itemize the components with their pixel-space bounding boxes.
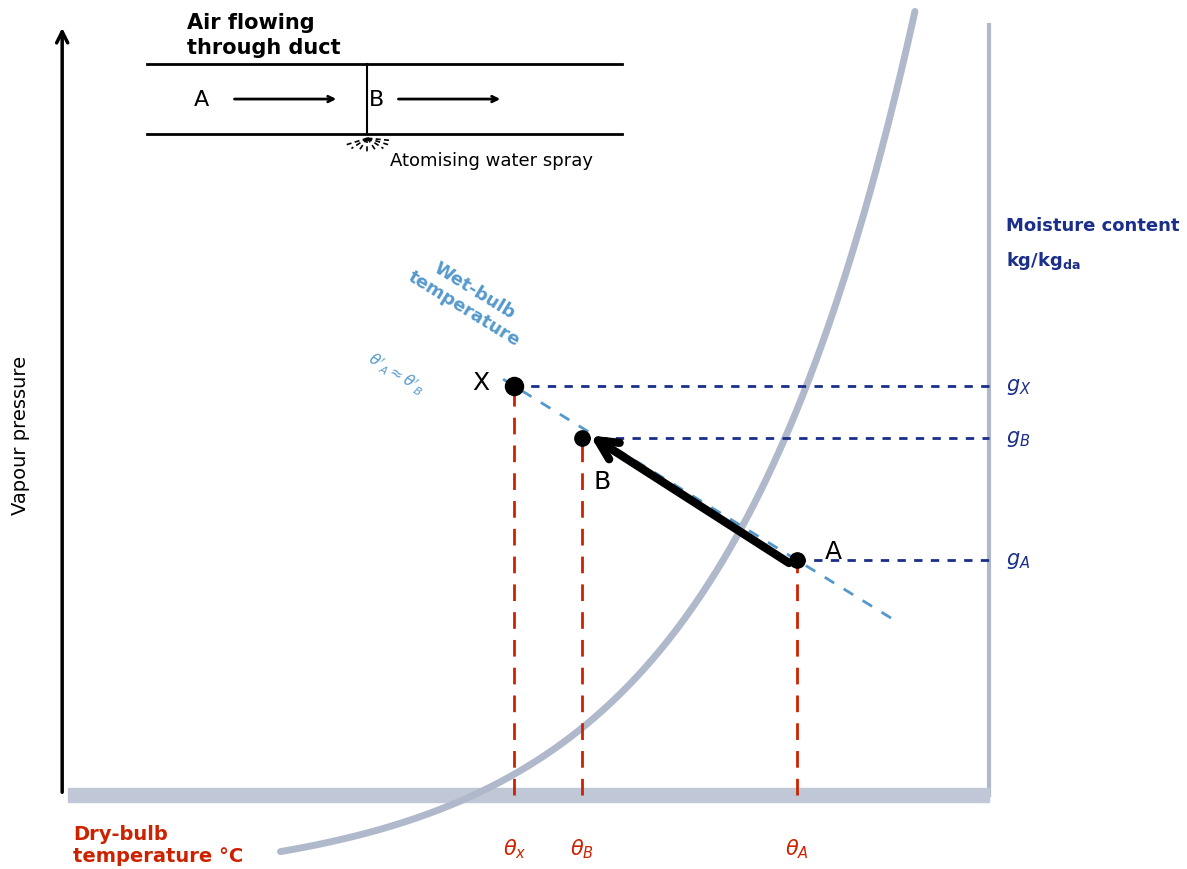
Text: A: A xyxy=(193,90,209,109)
Text: X: X xyxy=(472,370,489,395)
Text: $g_A$: $g_A$ xyxy=(1007,551,1030,570)
Text: A: A xyxy=(825,540,843,564)
Text: $g_B$: $g_B$ xyxy=(1007,429,1030,448)
Text: $\theta'_A \approx \theta'_B$: $\theta'_A \approx \theta'_B$ xyxy=(363,349,427,398)
Text: Air flowing
through duct: Air flowing through duct xyxy=(186,13,341,57)
Text: B: B xyxy=(594,469,611,494)
Text: Moisture content: Moisture content xyxy=(1007,217,1180,235)
Text: Wet-bulb
temperature: Wet-bulb temperature xyxy=(405,249,534,350)
Text: $\theta_A$: $\theta_A$ xyxy=(785,837,808,860)
Text: Atomising water spray: Atomising water spray xyxy=(391,152,594,170)
Text: B: B xyxy=(369,90,385,109)
Text: Vapour pressure: Vapour pressure xyxy=(11,355,30,514)
Text: $\theta_x$: $\theta_x$ xyxy=(502,837,526,860)
Text: kg/kg$_{\mathregular{da}}$: kg/kg$_{\mathregular{da}}$ xyxy=(1007,249,1081,272)
Text: $\theta_B$: $\theta_B$ xyxy=(570,837,595,860)
Text: Dry-bulb
temperature °C: Dry-bulb temperature °C xyxy=(74,824,243,865)
Text: $g_X$: $g_X$ xyxy=(1007,377,1032,396)
